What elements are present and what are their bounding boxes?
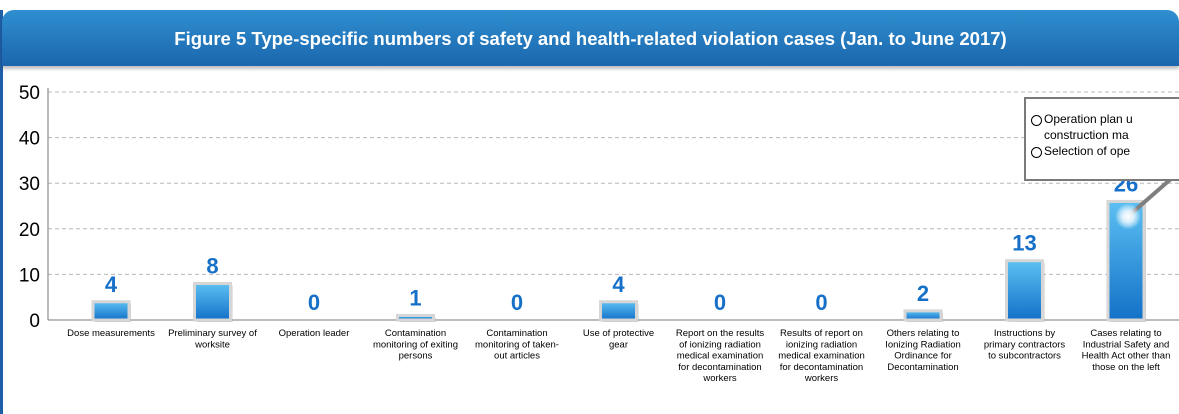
bar-value-label: 1 (409, 285, 421, 310)
bar (91, 300, 131, 322)
callout-bullet-icon (1031, 147, 1042, 158)
x-category-label-line: gear (609, 339, 628, 350)
x-category-label-line: Dose measurements (67, 328, 155, 339)
bar-value-label: 0 (308, 290, 320, 315)
bar-value-label: 2 (917, 281, 929, 306)
bar-value-label: 8 (206, 254, 218, 279)
x-category-label-line: Instructions by (994, 328, 1055, 339)
x-category-label-line: Others relating to (887, 328, 960, 339)
frame-left-border (0, 10, 3, 414)
x-category-label-line: Contamination (385, 328, 446, 339)
x-category-label-line: Cases relating to (1090, 328, 1161, 339)
x-category-label: Dose measurements (67, 328, 155, 339)
x-category-label: Preliminary survey of worksite (168, 328, 257, 350)
bar-value-label: 0 (511, 290, 523, 315)
highlight-marker (1115, 203, 1141, 230)
x-category-label-line: monitoring of exiting (373, 339, 458, 350)
y-tick-label: 30 (19, 174, 40, 195)
x-category-label: Use of protective gear (583, 328, 654, 350)
chart-header: Figure 5 Type-specific numbers of safety… (2, 10, 1179, 66)
x-category-label-line: Use of protective (583, 328, 654, 339)
x-category-label-line: for decontamination (678, 362, 761, 373)
x-category-label-line: ionizing radiation (786, 339, 857, 350)
bar (599, 300, 638, 322)
bar (396, 313, 435, 322)
x-category-label-line: medical examination (778, 351, 865, 362)
x-category-label-line: Results of report on (780, 328, 863, 339)
x-category-label-line: out articles (494, 351, 540, 362)
callout-line: construction ma (1044, 128, 1129, 142)
x-category-label: Contamination monitoring of taken-out art… (475, 328, 559, 362)
x-category-label-line: Decontamination (887, 362, 958, 373)
x-category-label: Results of report on ionizing radiation me… (778, 328, 865, 384)
x-category-label-line: worksite (194, 339, 230, 350)
bar-value-label: 13 (1012, 231, 1036, 256)
callout-line: Operation plan u (1044, 112, 1133, 126)
x-category-label-line: of ionizing radiation (679, 339, 761, 350)
x-category-label-line: Report on the results (676, 328, 764, 339)
x-category-label-line: workers (702, 373, 737, 384)
bar-value-label: 0 (815, 290, 827, 315)
y-tick-label: 40 (19, 129, 40, 150)
x-category-label: Contamination monitoring of exiting person… (373, 328, 458, 362)
x-category-label-line: Ionizing Radiation (885, 339, 961, 350)
x-category-label: Cases relating to Industrial Safety and He… (1082, 328, 1171, 373)
y-tick-label: 10 (19, 265, 40, 286)
bar (1005, 259, 1044, 322)
x-category-label-line: primary contractors (984, 339, 1066, 350)
x-category-label-line: medical examination (677, 351, 764, 362)
x-category-label-line: monitoring of taken- (475, 339, 559, 350)
callout-box: Operation plan u construction ma Selection… (1024, 97, 1179, 181)
bar-value-label: 0 (714, 290, 726, 315)
x-category-label-line: workers (804, 373, 839, 384)
callout-line: Selection of ope (1044, 144, 1131, 158)
x-category-label-line: persons (399, 351, 433, 362)
x-category-label: Others relating to Ionizing Radiation Ordi… (885, 328, 961, 373)
y-tick-label: 20 (19, 220, 40, 241)
x-category-label-line: Operation leader (279, 328, 350, 339)
x-category-label-line: for decontamination (780, 362, 863, 373)
callout-bullet-icon (1031, 115, 1042, 126)
x-category-label-line: those on the left (1092, 362, 1160, 373)
x-category-label-line: Preliminary survey of (168, 328, 257, 339)
x-category-label-line: to subcontractors (988, 351, 1061, 362)
x-category-label: Report on the results of ionizing radiati… (676, 328, 764, 384)
chart-title: Figure 5 Type-specific numbers of safety… (174, 28, 1007, 49)
x-category-label-line: Industrial Safety and (1083, 339, 1170, 350)
bar (193, 282, 232, 322)
bar-value-label: 4 (105, 272, 118, 297)
y-tick-label: 50 (19, 83, 40, 104)
x-category-label-line: Ordinance for (894, 351, 952, 362)
x-category-label-line: Health Act other than (1082, 351, 1171, 362)
x-category-label: Instructions by primary contractors to sub… (984, 328, 1066, 362)
x-category-label-line: Contamination (486, 328, 547, 339)
y-tick-label: 0 (29, 311, 40, 332)
bar (903, 309, 943, 322)
x-category-label: Operation leader (279, 328, 350, 339)
bar-value-label: 4 (612, 272, 625, 297)
